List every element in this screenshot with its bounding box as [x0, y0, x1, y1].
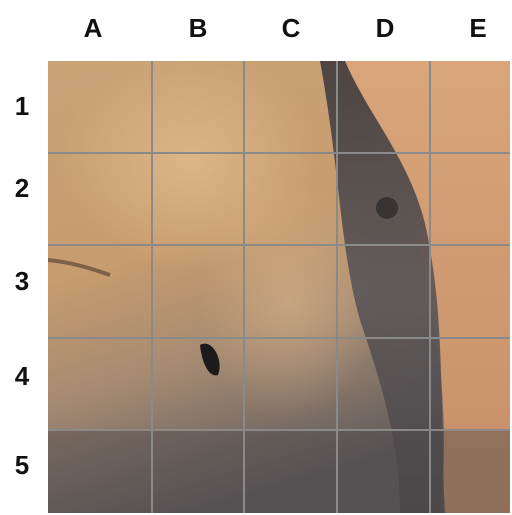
row-label: 1 — [15, 91, 29, 121]
column-label: C — [282, 13, 301, 43]
row-label: 3 — [15, 266, 29, 296]
grid-lines — [48, 61, 510, 513]
row-label: 4 — [15, 361, 30, 391]
terrain — [48, 61, 510, 513]
column-label: A — [84, 13, 103, 43]
row-label: 2 — [15, 173, 29, 203]
column-label: B — [189, 13, 208, 43]
column-label: E — [469, 13, 486, 43]
row-label: 5 — [15, 450, 29, 480]
column-label: D — [376, 13, 395, 43]
